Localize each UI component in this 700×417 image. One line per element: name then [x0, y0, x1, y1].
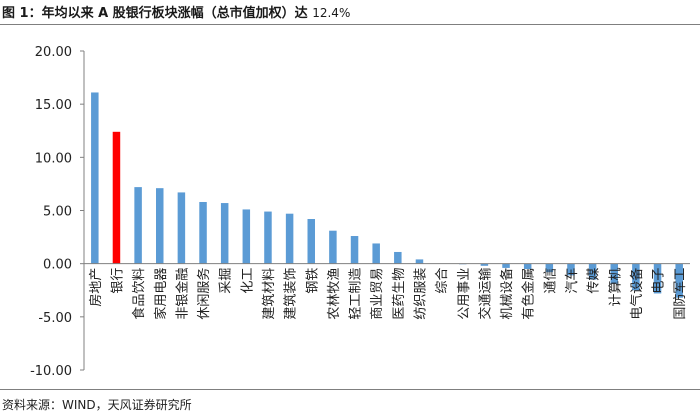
bar	[264, 211, 272, 264]
x-tick-label: 综合	[435, 268, 450, 294]
y-tick-label: 0.00	[43, 258, 72, 273]
bar	[91, 92, 99, 264]
bar	[156, 188, 164, 264]
x-tick-label: 商业贸易	[370, 268, 385, 320]
bar	[675, 263, 683, 298]
top-rule	[0, 24, 700, 25]
y-tick-label: 20.00	[35, 45, 72, 60]
x-tick-label: 纺织服装	[413, 268, 428, 320]
y-tick-label: 5.00	[43, 205, 72, 220]
x-tick-label: 电子	[652, 268, 667, 294]
x-tick-label: 公用事业	[457, 268, 472, 320]
x-tick-label: 非银金融	[174, 268, 190, 320]
x-tick-label: 计算机	[608, 268, 623, 307]
x-tick-label: 农林牧渔	[327, 268, 342, 320]
bar	[632, 263, 640, 291]
bar	[588, 263, 597, 280]
bar	[242, 209, 251, 264]
x-tick-label: 房地产	[88, 268, 104, 307]
x-tick-label: 休闲服务	[196, 268, 212, 320]
x-tick-label: 国防军工	[672, 268, 688, 320]
y-tick-label: -10.00	[30, 364, 72, 379]
bar	[502, 263, 510, 268]
x-tick-label: 传媒	[587, 268, 602, 294]
bar	[307, 219, 315, 264]
x-tick-label: 建筑材料	[261, 268, 277, 320]
bar	[220, 203, 229, 264]
bar	[415, 259, 424, 264]
figure-title-text: 图 1：年均以来 A 股银行板块涨幅（总市值加权）达	[2, 6, 308, 21]
x-tick-label: 轻工制造	[349, 268, 364, 320]
figure-title: 图 1：年均以来 A 股银行板块涨幅（总市值加权）达 12.4%	[2, 2, 350, 21]
bar	[199, 201, 207, 264]
bar	[545, 263, 554, 273]
x-tick-label: 化工	[240, 268, 255, 294]
x-tick-label: 食品饮料	[131, 268, 147, 320]
bar	[523, 263, 532, 269]
bar	[653, 263, 662, 294]
x-tick-label: 交通运输	[477, 268, 493, 320]
x-tick-label: 有色金属	[521, 268, 537, 320]
bar	[350, 236, 359, 264]
x-tick-label: 建筑装饰	[283, 268, 299, 320]
x-tick-label: 采掘	[219, 268, 234, 294]
bar	[394, 251, 402, 264]
x-tick-label: 通信	[543, 268, 558, 294]
x-tick-label: 汽车	[564, 268, 580, 294]
bar	[177, 192, 186, 264]
x-tick-label: 电气设备	[629, 268, 645, 320]
bar	[372, 243, 380, 264]
bar	[112, 131, 121, 264]
y-tick-label: 10.00	[35, 151, 72, 166]
x-tick-label: 家用电器	[153, 268, 169, 320]
source-note: 资料来源：WIND，天风证券研究所	[2, 398, 192, 412]
y-tick-label: -5.00	[38, 311, 72, 326]
bar	[480, 263, 489, 266]
x-tick-label: 钢铁	[305, 268, 320, 294]
bar	[134, 187, 142, 264]
bar	[329, 230, 337, 264]
bar	[285, 213, 294, 264]
bar	[610, 263, 618, 284]
bottom-rule	[0, 389, 700, 390]
x-tick-label: 医药生物	[392, 268, 407, 320]
x-tick-label: 机械设备	[499, 268, 515, 320]
y-tick-label: 15.00	[35, 98, 72, 113]
x-tick-label: 银行	[110, 268, 125, 294]
bar	[567, 263, 575, 276]
figure-title-value: 12.4%	[312, 6, 351, 20]
